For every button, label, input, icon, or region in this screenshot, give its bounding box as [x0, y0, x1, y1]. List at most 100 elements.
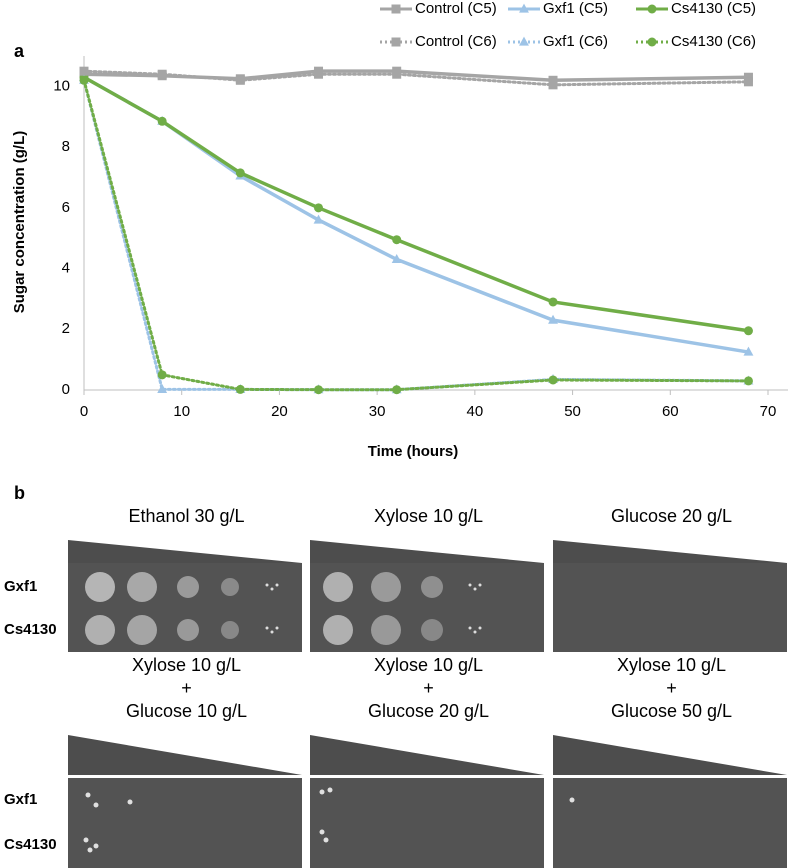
x-tick-label: 50 [564, 403, 581, 420]
plate-title: Xylose 10 g/L [374, 655, 483, 675]
x-tick-label: 0 [80, 403, 88, 420]
marker [157, 383, 168, 393]
colony [473, 587, 477, 591]
x-tick-label: 70 [760, 403, 777, 420]
colony [275, 626, 279, 630]
y-tick-label: 6 [62, 199, 70, 216]
colony [478, 626, 482, 630]
plate-title: Glucose 20 g/L [611, 506, 732, 526]
marker [743, 326, 753, 336]
marker [314, 385, 324, 395]
x-tick-label: 20 [271, 403, 288, 420]
y-tick-label: 2 [62, 320, 70, 337]
marker [743, 346, 754, 356]
series-line [82, 78, 750, 392]
plate-image [553, 778, 787, 868]
colony [569, 797, 575, 803]
legend-marker [647, 37, 657, 47]
colony [265, 626, 269, 630]
series-line [83, 75, 749, 333]
colony-spot [127, 572, 157, 602]
dilution-wedge [553, 540, 787, 563]
plate-title: + [423, 678, 434, 698]
dilution-wedge [310, 540, 544, 563]
x-tick-label: 10 [173, 403, 190, 420]
plate-title: Ethanol 30 g/L [128, 506, 244, 526]
colony [93, 802, 99, 808]
colony [478, 583, 482, 587]
marker [235, 168, 245, 178]
strain-label: Cs4130 [4, 836, 57, 853]
plate-image [553, 563, 787, 652]
colony [468, 626, 472, 630]
plate-title: Glucose 20 g/L [368, 701, 489, 721]
marker [743, 77, 753, 87]
colony [127, 799, 133, 805]
colony [270, 630, 274, 634]
colony [93, 843, 99, 849]
y-tick-label: 10 [53, 77, 70, 94]
x-tick-label: 40 [467, 403, 484, 420]
colony-spot [85, 572, 115, 602]
marker [548, 75, 558, 85]
marker [391, 254, 402, 264]
marker [548, 297, 558, 307]
series-line [83, 75, 749, 354]
legend-label: Gxf1 (C5) [543, 0, 608, 17]
dilution-wedge [553, 735, 787, 775]
panel-label: b [14, 483, 25, 503]
marker [235, 75, 245, 85]
legend-label: Cs4130 (C6) [671, 33, 756, 50]
marker [313, 214, 324, 224]
marker [548, 375, 558, 385]
marker [79, 75, 89, 85]
marker [548, 80, 558, 90]
colony-spot [177, 619, 199, 641]
legend-marker [519, 3, 529, 13]
marker [548, 314, 558, 324]
colony-spot [421, 619, 443, 641]
colony [87, 847, 93, 853]
colony [319, 789, 325, 795]
marker [235, 384, 245, 394]
marker [392, 385, 402, 395]
colony [468, 583, 472, 587]
legend-label: Gxf1 (C6) [543, 33, 608, 50]
colony-spot [323, 572, 353, 602]
plate-title: Glucose 10 g/L [126, 701, 247, 721]
plate-title: Xylose 10 g/L [617, 655, 726, 675]
legend-label: Control (C6) [415, 33, 497, 50]
colony-spot [323, 615, 353, 645]
marker [157, 370, 167, 380]
colony-spot [221, 621, 239, 639]
plate-title: + [666, 678, 677, 698]
colony [83, 837, 89, 843]
legend-marker [647, 4, 657, 14]
strain-label: Gxf1 [4, 791, 37, 808]
dilution-wedge [68, 735, 302, 775]
marker [314, 203, 324, 213]
y-tick-label: 8 [62, 138, 70, 155]
colony [85, 792, 91, 798]
plate-title: Glucose 50 g/L [611, 701, 732, 721]
strain-label: Cs4130 [4, 621, 57, 638]
marker [743, 72, 753, 82]
panel-label: a [14, 41, 25, 61]
marker [743, 376, 753, 386]
colony [265, 583, 269, 587]
marker [157, 116, 167, 126]
colony [319, 829, 325, 835]
colony [327, 787, 333, 793]
colony [323, 837, 329, 843]
colony [270, 587, 274, 591]
dilution-wedge [310, 735, 544, 775]
plate-title: Xylose 10 g/L [132, 655, 241, 675]
legend-label: Cs4130 (C5) [671, 0, 756, 17]
colony [473, 630, 477, 634]
legend-marker [391, 4, 401, 14]
plate-image [68, 778, 302, 868]
colony-spot [371, 615, 401, 645]
dilution-wedge [68, 540, 302, 563]
colony-spot [85, 615, 115, 645]
marker [157, 69, 167, 79]
